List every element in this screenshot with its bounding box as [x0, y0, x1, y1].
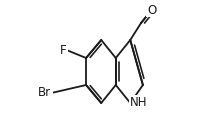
Text: F: F: [60, 44, 67, 56]
Text: O: O: [147, 4, 156, 16]
Text: NH: NH: [130, 96, 148, 109]
Text: Br: Br: [38, 86, 51, 99]
